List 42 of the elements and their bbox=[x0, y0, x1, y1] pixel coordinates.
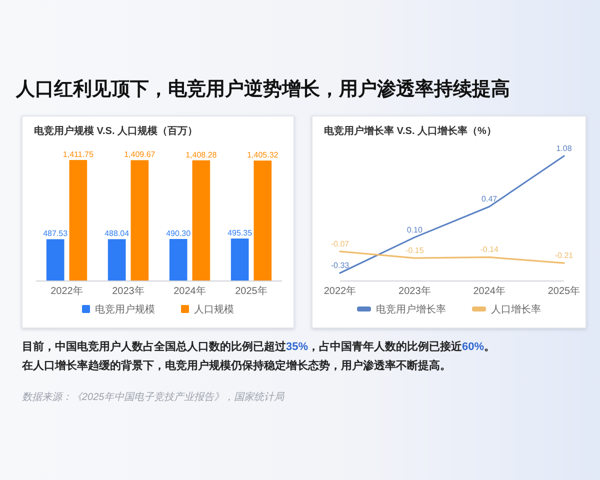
x-tick-label: 2022年 bbox=[324, 285, 356, 297]
bar bbox=[46, 239, 64, 281]
text: 人口红利见顶下，电竞用户逆势增长，用户渗透率持续提高 bbox=[15, 78, 510, 100]
legend-label: 电竞用户规模 bbox=[95, 304, 155, 316]
bar bbox=[230, 238, 249, 281]
x-tick-label: 2025年 bbox=[548, 285, 580, 297]
bar bbox=[192, 160, 210, 281]
text: 目前，中国电竞用户人数占全国总人口数的比例已超过35%，占中国青年人数的比例已接近60%。 bbox=[22, 340, 496, 353]
source-note: 数据来源：《2025年中国电子竞技产业报告》，国家统计局 bbox=[22, 391, 286, 403]
bar bbox=[254, 160, 272, 281]
x-tick-label: 2024年 bbox=[473, 285, 506, 297]
data-label: 488.04 bbox=[104, 229, 130, 238]
data-label: 1,411.75 bbox=[62, 150, 94, 159]
x-tick-label: 2022年 bbox=[50, 285, 83, 297]
data-label: -0.14 bbox=[480, 245, 499, 254]
data-label: 1,409.67 bbox=[124, 150, 156, 160]
data-label: 490.30 bbox=[166, 228, 192, 238]
x-tick-label: 2025年 bbox=[235, 285, 268, 297]
legend-label: 人口规模 bbox=[194, 304, 234, 316]
x-tick-label: 2023年 bbox=[112, 285, 144, 297]
x-tick-label: 2023年 bbox=[398, 285, 431, 297]
data-label: 495.35 bbox=[228, 228, 253, 238]
data-label: -0.21 bbox=[554, 251, 574, 260]
data-label: -0.07 bbox=[330, 239, 350, 248]
data-label: 1,405.32 bbox=[247, 150, 279, 160]
chart-title: 电竞用户规模 V.S. 人口规模（百万） bbox=[34, 125, 198, 137]
data-label: 1,408.28 bbox=[186, 150, 218, 160]
data-label: -0.15 bbox=[406, 246, 424, 256]
data-label: 1.08 bbox=[556, 144, 572, 153]
legend-label: 电竞用户增长率 bbox=[376, 304, 446, 316]
bar bbox=[169, 238, 188, 281]
chart-title: 电竞用户增长率 V.S. 人口增长率（%） bbox=[324, 125, 496, 137]
bar bbox=[69, 160, 88, 281]
data-label: -0.33 bbox=[330, 261, 350, 270]
data-label: 487.53 bbox=[43, 229, 68, 238]
x-tick-label: 2024年 bbox=[174, 285, 206, 297]
text: 在人口增长率趋缓的背景下，电竞用户规模仍保持稳定增长态势，用户渗透率不断提高。 bbox=[21, 359, 451, 372]
data-label: 0.47 bbox=[482, 194, 498, 204]
legend-label: 人口增长率 bbox=[491, 304, 541, 316]
bar bbox=[108, 239, 126, 281]
data-label: 0.10 bbox=[406, 225, 423, 234]
bar bbox=[130, 160, 149, 281]
